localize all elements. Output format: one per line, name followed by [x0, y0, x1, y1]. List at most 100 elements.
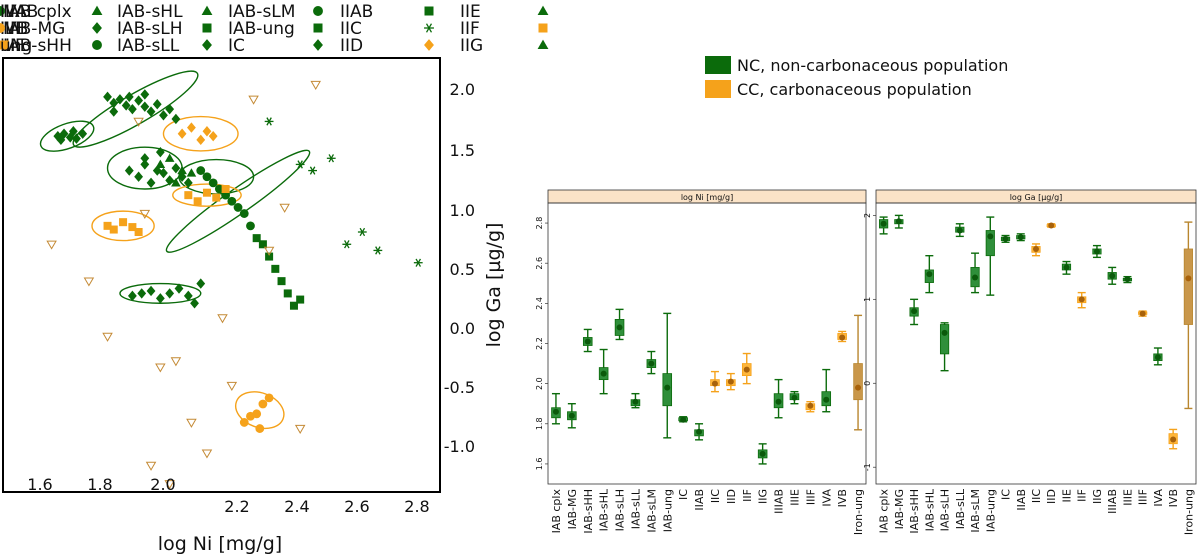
scatter-point	[165, 103, 175, 115]
scatter-point	[342, 240, 352, 249]
scatter-point	[46, 240, 57, 250]
scatter-point	[226, 381, 238, 391]
box-x-category-label: Iron-ung	[1182, 489, 1195, 535]
box-x-category-label: IAB cplx	[878, 489, 891, 534]
box-y-tick-label: -1	[863, 463, 872, 471]
scatter-point	[155, 146, 165, 158]
scatter-legend-marker	[202, 23, 212, 33]
scatter-point	[258, 240, 267, 249]
box-x-category-label: IIF	[1076, 489, 1089, 502]
scatter-legend-marker	[424, 23, 434, 33]
box-x-category-label: IAB-sLH	[939, 489, 952, 531]
box-iic	[710, 370, 720, 393]
scatter-point	[78, 128, 88, 139]
box-ivb	[837, 330, 847, 343]
box-iron-ung	[853, 314, 863, 431]
box-x-category-label: IVA	[820, 489, 833, 507]
scatter-point	[239, 418, 249, 427]
scatter-x-tick-label: 2.2	[224, 497, 249, 516]
box-ivb	[1168, 428, 1178, 450]
scatter-point	[186, 418, 197, 428]
box-iif	[741, 352, 752, 385]
scatter-point	[196, 134, 206, 146]
scatter-point	[155, 159, 166, 169]
scatter-point	[124, 91, 134, 103]
scatter-point	[134, 171, 144, 182]
scatter-point	[264, 117, 274, 126]
box-iie	[1061, 260, 1072, 275]
scatter-point	[208, 130, 218, 142]
box-y-tick-label: 0	[863, 381, 872, 386]
box-x-category-label: IAB-sLH	[614, 489, 627, 531]
scatter-legend-label: ung	[0, 36, 32, 56]
box-x-category-label: IC	[677, 489, 690, 500]
box-iron-ung	[1183, 221, 1193, 410]
scatter-point	[133, 117, 144, 127]
scatter-point	[357, 227, 367, 237]
box-iiie	[789, 390, 800, 405]
box-x-category-label: IIIE	[788, 489, 801, 506]
scatter-point	[119, 218, 128, 227]
box-x-category-label: Iron-ung	[852, 489, 865, 535]
box-iiif	[1138, 310, 1148, 317]
scatter-point	[140, 159, 150, 170]
scatter-legend: IAB cplxIAB-MGIAB-sHHIAB-sHLIAB-sLHIAB-s…	[0, 2, 549, 56]
scatter-point	[102, 332, 113, 342]
scatter-y-tick-label: -1.0	[444, 437, 475, 456]
scatter-y-ticks: 2.0 1.5 1.0 0.5 0.0 -0.5 -1.0	[444, 80, 475, 456]
box-iiab	[694, 423, 704, 441]
scatter-legend-label: IAB cplx	[3, 2, 72, 22]
box-x-category-label: IAB-sLL	[954, 488, 967, 529]
scatter-point	[109, 106, 119, 117]
scatter-legend-label: IAB-sHH	[3, 36, 72, 56]
scatter-point	[56, 134, 66, 146]
scatter-point	[208, 178, 218, 188]
scatter-point	[212, 193, 221, 202]
scatter-point	[196, 278, 206, 289]
box-iva	[1153, 347, 1163, 366]
scatter-point	[128, 223, 137, 232]
box-iab-ung	[985, 216, 995, 296]
scatter-point	[140, 89, 150, 100]
box-x-category-label: IAB-sLM	[969, 489, 982, 533]
scatter-point	[137, 288, 147, 299]
box-x-category-label: IAB-sLM	[645, 489, 658, 533]
scatter-legend-label: IAB-MG	[3, 19, 65, 39]
box-x-category-label: IAB-MG	[566, 489, 579, 529]
box-x-category-label: IIE	[1060, 489, 1073, 502]
scatter-point	[294, 424, 306, 434]
box-x-category-label: IIIF	[804, 489, 817, 505]
scatter-point	[171, 178, 181, 187]
ellipse-iif	[91, 210, 155, 242]
scatter-point	[109, 97, 119, 109]
scatter-point	[233, 203, 243, 212]
scatter-plot-frame	[2, 57, 441, 493]
scatter-point	[277, 277, 286, 286]
box-x-category-label: IVB	[836, 489, 849, 507]
scatter-point	[171, 113, 181, 125]
scatter-point	[183, 177, 193, 189]
scatter-legend-marker	[202, 39, 212, 51]
scatter-legend-marker	[313, 39, 323, 51]
scatter-point	[248, 95, 259, 105]
scatter-point	[289, 301, 298, 310]
box-x-category-label: IAB-sLL	[629, 488, 642, 529]
scatter-legend-marker	[538, 23, 548, 33]
scatter-point	[152, 99, 162, 110]
box-x-category-label: IIAB	[693, 489, 706, 511]
scatter-legend-label: IIAB	[340, 2, 373, 22]
box-y-tick-label: 2.6	[535, 257, 544, 270]
box-iab-shl	[924, 254, 934, 294]
scatter-point	[146, 177, 156, 189]
scatter-point	[127, 290, 137, 302]
box-x-category-label: IAB-ung	[661, 489, 674, 532]
box-x-category-label: IIG	[1091, 489, 1104, 504]
box-x-category-label: IVA	[1152, 489, 1165, 507]
scatter-x-tick-label: 2.6	[344, 497, 369, 516]
box-iab-ung	[662, 312, 673, 439]
panel-title: log Ni [mg/g]	[681, 193, 733, 202]
scatter-point	[134, 95, 144, 106]
scatter-x-tick-label: 2.4	[284, 497, 309, 516]
box-y-tick-label: 2.8	[535, 217, 544, 230]
